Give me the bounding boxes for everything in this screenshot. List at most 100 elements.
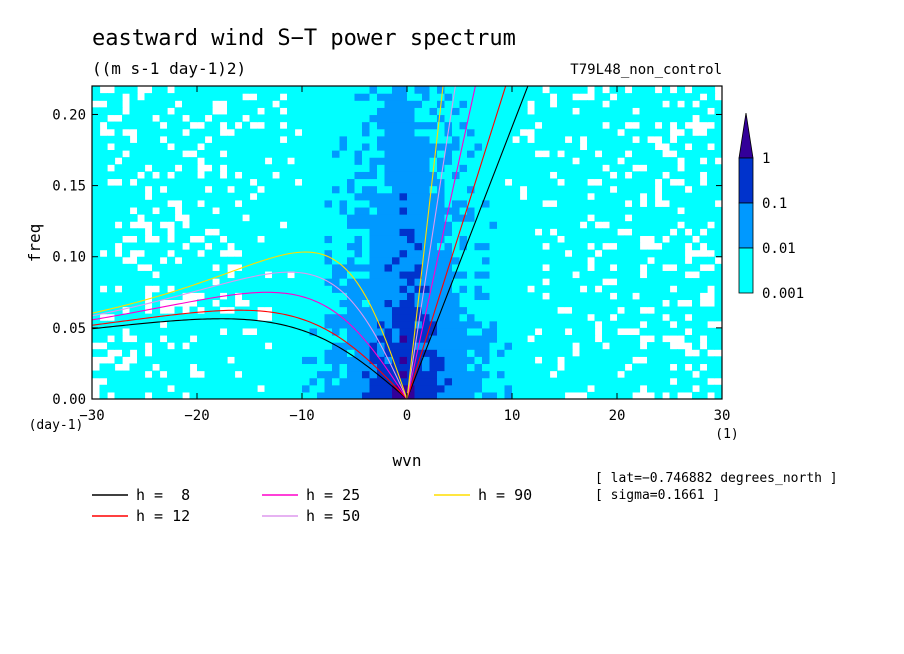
heatmap-cell xyxy=(302,313,311,322)
heatmap-cell xyxy=(212,150,221,158)
heatmap-cell xyxy=(512,107,521,116)
heatmap-cell xyxy=(107,121,116,130)
heatmap-cell xyxy=(392,256,401,265)
heatmap-cell xyxy=(159,107,168,116)
heatmap-cell xyxy=(399,214,408,222)
heatmap-cell xyxy=(377,107,386,116)
heatmap-cell xyxy=(692,278,701,286)
heatmap-cell xyxy=(287,164,296,172)
heatmap-cell xyxy=(639,327,648,336)
heatmap-cell xyxy=(497,320,506,329)
heatmap-cell xyxy=(249,313,258,322)
heatmap-cell xyxy=(197,342,206,350)
heatmap-cell xyxy=(242,377,251,386)
heatmap-cell xyxy=(632,100,641,108)
heatmap-cell xyxy=(197,263,206,272)
heatmap-cell xyxy=(249,342,258,350)
heatmap-cell xyxy=(249,114,258,123)
heatmap-cell xyxy=(452,292,461,301)
heatmap-cell xyxy=(152,164,161,172)
heatmap-cell xyxy=(549,178,558,187)
heatmap-cell xyxy=(369,157,378,165)
heatmap-cell xyxy=(542,157,551,165)
heatmap-cell xyxy=(144,100,153,108)
run-label: T79L48_non_control xyxy=(570,62,722,78)
heatmap-cell xyxy=(317,100,326,108)
heatmap-cell xyxy=(114,270,123,279)
heatmap-cell xyxy=(714,370,722,379)
heatmap-cell xyxy=(497,342,506,350)
heatmap-cell xyxy=(272,263,281,272)
heatmap-cell xyxy=(294,363,303,372)
heatmap-cell xyxy=(264,356,273,365)
heatmap-cell xyxy=(519,349,528,357)
heatmap-cell xyxy=(309,214,318,222)
heatmap-cell xyxy=(189,320,198,329)
heatmap-cell xyxy=(324,157,333,165)
heatmap-cell xyxy=(497,100,506,108)
heatmap-cell xyxy=(534,93,543,101)
heatmap-cell xyxy=(407,313,416,322)
heatmap-cell xyxy=(137,192,146,201)
heatmap-cell xyxy=(549,142,558,151)
heatmap-cell xyxy=(212,270,221,279)
heatmap-cell xyxy=(414,377,423,386)
heatmap-cell xyxy=(527,150,536,158)
heatmap-cell xyxy=(347,128,356,137)
heatmap-cell xyxy=(339,299,348,308)
heatmap-cell xyxy=(114,121,123,130)
heatmap-cell xyxy=(632,342,641,350)
heatmap-cell xyxy=(369,142,378,151)
heatmap-cell xyxy=(444,278,453,286)
heatmap-cell xyxy=(152,334,161,343)
heatmap-cell xyxy=(474,100,483,108)
heatmap-cell xyxy=(602,249,611,258)
heatmap-cell xyxy=(279,306,288,315)
heatmap-cell xyxy=(324,100,333,108)
heatmap-cell xyxy=(512,142,521,151)
heatmap-cell xyxy=(264,278,273,286)
heatmap-cell xyxy=(429,199,438,208)
heatmap-cell xyxy=(684,128,693,137)
heatmap-cell xyxy=(707,100,716,108)
heatmap-cell xyxy=(624,278,633,286)
heatmap-cell xyxy=(339,320,348,329)
heatmap-cell xyxy=(557,93,566,101)
heatmap-cell xyxy=(624,320,633,329)
heatmap-cell xyxy=(624,128,633,137)
heatmap-cell xyxy=(227,285,236,293)
heatmap-cell xyxy=(114,327,123,336)
heatmap-cell xyxy=(444,199,453,208)
heatmap-cell xyxy=(707,356,716,365)
heatmap-cell xyxy=(609,128,618,137)
heatmap-cell xyxy=(534,114,543,123)
heatmap-cell xyxy=(219,192,228,201)
heatmap-cell xyxy=(377,121,386,130)
heatmap-cell xyxy=(692,185,701,194)
heatmap-cell xyxy=(392,185,401,194)
heatmap-cell xyxy=(114,391,123,399)
heatmap-cell xyxy=(504,256,513,265)
heatmap-cell xyxy=(92,150,101,158)
heatmap-cell xyxy=(549,256,558,265)
heatmap-cell xyxy=(384,128,393,137)
heatmap-cell xyxy=(677,320,686,329)
heatmap-cell xyxy=(309,192,318,201)
heatmap-cell xyxy=(219,299,228,308)
heatmap-cell xyxy=(92,278,101,286)
heatmap-cell xyxy=(354,391,363,399)
heatmap-cell xyxy=(482,256,491,265)
heatmap-cell xyxy=(564,292,573,301)
heatmap-cell xyxy=(474,214,483,222)
heatmap-cell xyxy=(429,142,438,151)
heatmap-cell xyxy=(264,86,273,94)
heatmap-cell xyxy=(99,206,108,215)
heatmap-cell xyxy=(377,86,386,94)
heatmap-cell xyxy=(294,356,303,365)
heatmap-cell xyxy=(384,242,393,251)
heatmap-cell xyxy=(302,384,311,393)
heatmap-cell xyxy=(587,377,596,386)
heatmap-cell xyxy=(617,178,626,187)
heatmap-cell xyxy=(152,320,161,329)
heatmap-cell xyxy=(309,327,318,336)
